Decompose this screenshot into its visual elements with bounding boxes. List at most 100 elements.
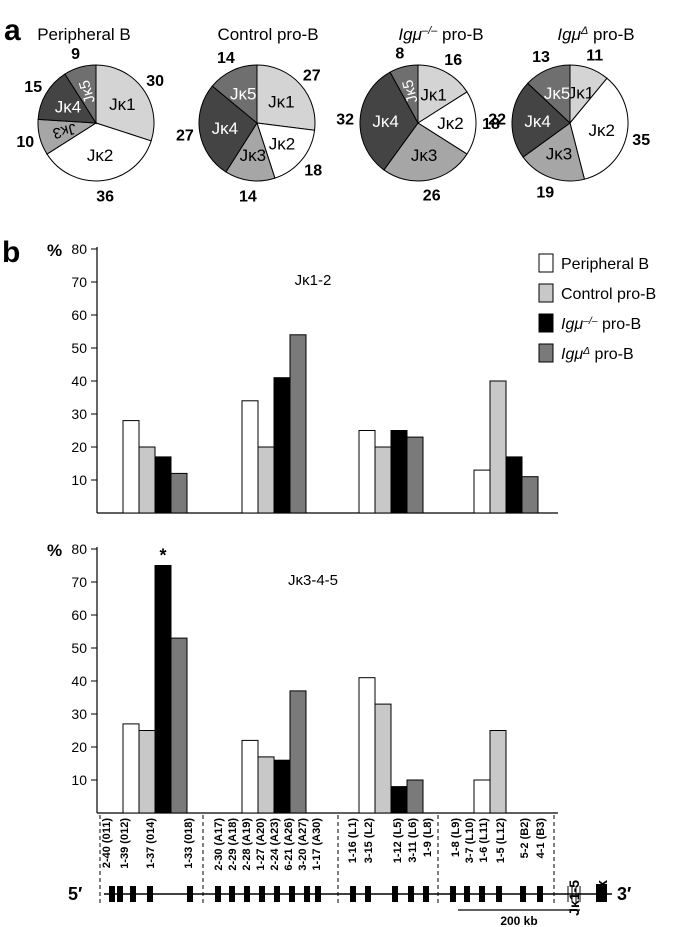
pie-slice-label: Jκ1 bbox=[568, 83, 594, 102]
pie-slice-label: Jκ3 bbox=[411, 146, 437, 165]
v-gene-segment bbox=[479, 886, 485, 902]
legend-swatch-ko bbox=[538, 313, 554, 333]
pie-title: Peripheral B bbox=[37, 25, 131, 44]
pie-slice-label: Jκ2 bbox=[588, 121, 614, 140]
gene-label: 1-5 (L12) bbox=[495, 818, 507, 864]
pie-slice-4 bbox=[511, 82, 571, 158]
bar-2-group-3 bbox=[374, 446, 392, 514]
pie-slice-label: Jκ5 bbox=[544, 84, 570, 103]
pie-slice-label: Jκ3 bbox=[240, 146, 266, 165]
pie-value-label: 30 bbox=[146, 73, 164, 90]
bar-chart-jk1-2: % 10 20 30 40 50 60 70 80 Jκ1-2 bbox=[47, 241, 558, 514]
gene-label: 4-1 (B3) bbox=[535, 818, 547, 859]
bar-4-group-1 bbox=[170, 637, 188, 814]
y-tick-label: 20 bbox=[71, 739, 87, 755]
pie-slice-3 bbox=[522, 122, 586, 182]
y-tick-label: 80 bbox=[71, 241, 87, 257]
pie-slice-1 bbox=[256, 64, 316, 131]
scale-bar-label: 200 kb bbox=[500, 914, 537, 927]
pie-value-label: 36 bbox=[96, 188, 114, 205]
v-gene-segment bbox=[289, 886, 295, 902]
pie-slice-label: Jκ5 bbox=[230, 85, 256, 104]
locus-map: 5′ 3′ Jκ1-5 Cκ 200 kb bbox=[68, 815, 631, 927]
legend-label-control: Control pro-B bbox=[561, 286, 656, 303]
pie-slice-label: Jκ4 bbox=[524, 112, 550, 131]
pie-slice-label: Jκ5 bbox=[76, 78, 99, 105]
y-tick-label: 70 bbox=[71, 274, 87, 290]
y-tick-label: 20 bbox=[71, 439, 87, 455]
pie-slice-2 bbox=[417, 91, 477, 155]
pie-value-label: 32 bbox=[336, 111, 354, 128]
bar-1-group-4 bbox=[473, 469, 491, 514]
pie-value-label: 26 bbox=[423, 188, 441, 205]
y-axis-label: % bbox=[47, 241, 62, 260]
pie-slice-label: Jκ1 bbox=[420, 86, 446, 105]
pie-slice-4 bbox=[37, 73, 97, 124]
v-gene-segment bbox=[365, 886, 371, 902]
gene-label: 3-20 (A27) bbox=[297, 818, 309, 871]
v-gene-segment bbox=[304, 886, 310, 902]
bar-4-group-3 bbox=[406, 779, 424, 814]
pie-value-label: 10 bbox=[16, 134, 34, 151]
chart-title: Jκ1-2 bbox=[295, 272, 332, 289]
legend-label-peripheral: Peripheral B bbox=[561, 256, 649, 273]
bar-1-group-4 bbox=[473, 779, 491, 814]
pie-slice-2 bbox=[569, 77, 629, 180]
bar-3-group-3 bbox=[390, 430, 408, 514]
three-prime-label: 3′ bbox=[617, 884, 631, 904]
pie-value-label: 27 bbox=[303, 68, 321, 85]
y-tick-label: 60 bbox=[71, 307, 87, 323]
pie-slice-label: Jκ3 bbox=[51, 119, 78, 141]
bar-4-group-1 bbox=[170, 472, 188, 514]
v-gene-segment bbox=[464, 886, 470, 902]
gene-label: 6-21 (A26) bbox=[283, 818, 295, 871]
legend-label-delta: IgμΔ pro-B bbox=[561, 346, 634, 364]
pie-title: IgμΔ pro-B bbox=[557, 25, 634, 44]
y-tick-label: 60 bbox=[71, 607, 87, 623]
v-gene-segment bbox=[274, 886, 280, 902]
gene-label: 1-37 (014) bbox=[145, 818, 157, 869]
bar-1-group-1 bbox=[122, 723, 140, 814]
five-prime-label: 5′ bbox=[68, 884, 82, 904]
significance-asterisk: * bbox=[159, 546, 166, 566]
pie-value-label: 18 bbox=[482, 116, 500, 133]
pie-value-label: 35 bbox=[632, 132, 650, 149]
bar-1-group-1 bbox=[122, 420, 140, 514]
bar-1-group-3 bbox=[358, 677, 376, 814]
pie-slice-label: Jκ5 bbox=[399, 78, 421, 105]
pie-value-label: 14 bbox=[217, 50, 235, 67]
gene-label: 2-28 (A19) bbox=[241, 818, 253, 871]
v-gene-segment bbox=[109, 886, 115, 902]
bar-2-group-3 bbox=[374, 703, 392, 814]
pie-slice-label: Jκ4 bbox=[372, 112, 398, 131]
bar-2-group-2 bbox=[257, 446, 275, 514]
gene-label: 2-30 (A17) bbox=[213, 818, 225, 871]
pie-slice-3 bbox=[383, 122, 468, 182]
legend: Peripheral B Control pro-B Igμ–/– pro-B Igμ… bbox=[538, 253, 656, 364]
chart-title: Jκ3-4-5 bbox=[288, 572, 338, 589]
gene-label: 2-40 (011) bbox=[101, 818, 113, 868]
v-gene-segment bbox=[147, 886, 153, 902]
pie-slice-label: Jκ4 bbox=[212, 119, 238, 138]
pie-value-label: 19 bbox=[536, 185, 554, 202]
legend-swatch-peripheral bbox=[538, 253, 554, 273]
pie-value-label: 18 bbox=[304, 163, 322, 180]
pie-value-label: 15 bbox=[24, 79, 42, 96]
gene-label: 1-9 (L8) bbox=[422, 818, 434, 857]
gene-label: 3-15 (L2) bbox=[363, 818, 375, 864]
pie-charts: Peripheral B Jκ1 30 Jκ2 36 Jκ3 10 Jκ4 15 Jκ5 9 Cont… bbox=[16, 25, 650, 205]
pie-control: Control pro-B Jκ1 27 Jκ2 18 Jκ3 14 Jκ4 27 Jκ5 14 bbox=[176, 25, 322, 205]
bar-4-group-3 bbox=[406, 436, 424, 514]
legend-swatch-delta bbox=[538, 343, 554, 363]
y-tick-label: 10 bbox=[71, 772, 87, 788]
pie-value-label: 11 bbox=[586, 47, 603, 64]
pie-peripheral: Peripheral B Jκ1 30 Jκ2 36 Jκ3 10 Jκ4 15 Jκ5 9 bbox=[16, 25, 164, 205]
v-gene-segment bbox=[350, 886, 356, 902]
legend-swatch-control bbox=[538, 283, 554, 303]
bar-2-group-1 bbox=[138, 730, 156, 814]
pie-value-label: 9 bbox=[71, 46, 80, 63]
panel-a-letter: a bbox=[4, 14, 21, 47]
bar-3-group-2 bbox=[273, 377, 291, 514]
gene-label: 5-2 (B2) bbox=[519, 818, 531, 859]
pie-slice-5 bbox=[64, 64, 97, 125]
